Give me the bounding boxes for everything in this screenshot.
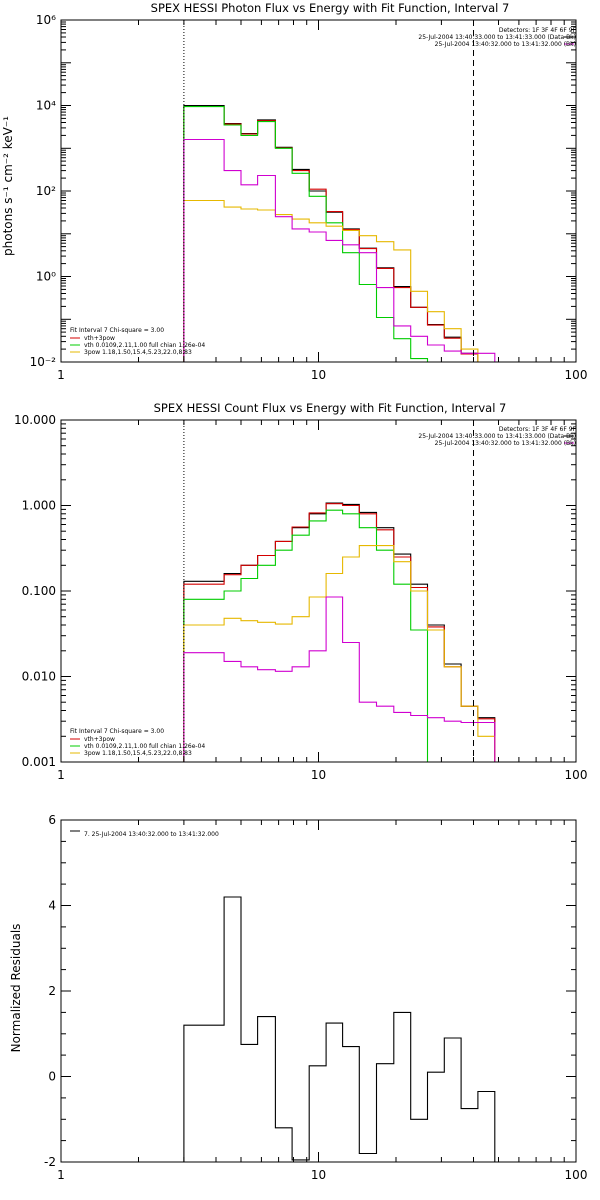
x-tick-label: 10 (311, 768, 326, 782)
legend-item-thermal: vth 0.0109,2.11,1.00 full chian 1.26e-04 (84, 743, 205, 750)
legend-item-power: 3pow 1.18,1.50,15.4,5.23,22.0,8.83 (84, 349, 192, 356)
y-axis-label: Normalized Residuals (9, 924, 23, 1053)
y-tick-label: -2 (44, 1155, 56, 1169)
residuals-marks: 1 10 100 -2 0 2 4 6 (44, 813, 587, 1182)
x-tick-label: 100 (565, 768, 588, 782)
legend-title: Fit Interval 7 Chi-square = 3.00 (70, 728, 164, 735)
series-line-data (183, 502, 496, 762)
series-line-residuals (183, 896, 496, 1162)
y-tick-label: 10⁻² (30, 355, 57, 369)
detectors-label: Detectors: 1F 3F 4F 6F 9F (499, 426, 577, 433)
y-tick-label: 10⁰ (36, 270, 56, 284)
legend-item-total: vth+3pow (84, 335, 115, 342)
plot-area (183, 420, 496, 762)
series-line-background (183, 596, 496, 762)
detectors-label: Detectors: 1F 3F 4F 6F 9F (499, 27, 577, 34)
y-tick-label: 10² (36, 184, 56, 198)
legend-title: Fit Interval 7 Chi-square = 3.00 (70, 327, 164, 334)
series-line-total (183, 105, 495, 362)
plot-area (183, 896, 496, 1162)
plot-frame (60, 819, 577, 1163)
photon-flux-panel: SPEX HESSI Photon Flux vs Energy with Fi… (1, 1, 587, 382)
background-interval-label: 25-Jul-2004 13:40:32.000 to 13:41:32.000… (435, 440, 576, 447)
x-tick-label: 10 (311, 368, 326, 382)
data-interval-label: 25-Jul-2004 13:40:33.000 to 13:41:33.000… (418, 34, 576, 41)
series-line-total (183, 503, 496, 762)
y-tick-label: 10⁴ (36, 99, 56, 113)
plot-area (183, 20, 496, 362)
x-tick-label: 100 (565, 1168, 588, 1182)
y-tick-label: 2 (48, 984, 56, 998)
x-tick-label: 100 (565, 368, 588, 382)
y-tick-label: 0 (48, 1070, 56, 1084)
y-tick-label: 10.000 (14, 413, 56, 427)
series-line-power (183, 199, 495, 362)
series-line-thermal (183, 106, 495, 362)
data-interval-label: 25-Jul-2004 13:40:33.000 to 13:41:33.000… (418, 433, 576, 440)
y-tick-label: 10⁶ (36, 13, 56, 27)
y-tick-label: 1.000 (22, 499, 56, 513)
legend-item-total: vth+3pow (84, 736, 115, 743)
y-tick-label: 0.100 (22, 584, 56, 598)
panel-title: SPEX HESSI Photon Flux vs Energy with Fi… (151, 1, 510, 15)
y-tick-label: 0.001 (22, 755, 56, 769)
x-tick-label: 10 (311, 1168, 326, 1182)
count-flux-panel: SPEX HESSI Count Flux vs Energy with Fit… (14, 401, 587, 782)
series-line-data (183, 104, 495, 362)
series-line-thermal (183, 509, 495, 762)
count-flux-marks: 1 10 100 0.001 0.010 0.100 1.000 10.000 (14, 413, 587, 782)
background-interval-label: 25-Jul-2004 13:40:32.000 to 13:41:32.000… (435, 41, 576, 48)
panel-title: SPEX HESSI Count Flux vs Energy with Fit… (154, 401, 507, 415)
x-tick-label: 1 (57, 768, 65, 782)
legend-item-power: 3pow 1.18,1.50,15.4,5.23,22.0,8.83 (84, 750, 192, 757)
photon-flux-marks: 1 10 100 10⁻² 10⁰ 10² 10⁴ 10⁶ (30, 13, 588, 382)
series-line-power (183, 545, 496, 762)
series-line-background (183, 138, 496, 362)
x-tick-label: 1 (57, 1168, 65, 1182)
legend-item-residuals: 7. 25-Jul-2004 13:40:32.000 to 13:41:32.… (84, 831, 219, 838)
y-tick-label: 4 (48, 899, 56, 913)
plot-frame (60, 419, 577, 763)
y-tick-label: 0.010 (22, 670, 56, 684)
x-tick-label: 1 (57, 368, 65, 382)
residuals-panel: 1 10 100 -2 0 2 4 6 7. 25-Jul-2004 13:40:32.000… (9, 813, 587, 1182)
legend-item-thermal: vth 0.0109,2.11,1.00 full chian 1.26e-04 (84, 342, 205, 349)
y-tick-label: 6 (48, 813, 56, 827)
y-axis-label: photons s⁻¹ cm⁻² keV⁻¹ (1, 116, 15, 256)
